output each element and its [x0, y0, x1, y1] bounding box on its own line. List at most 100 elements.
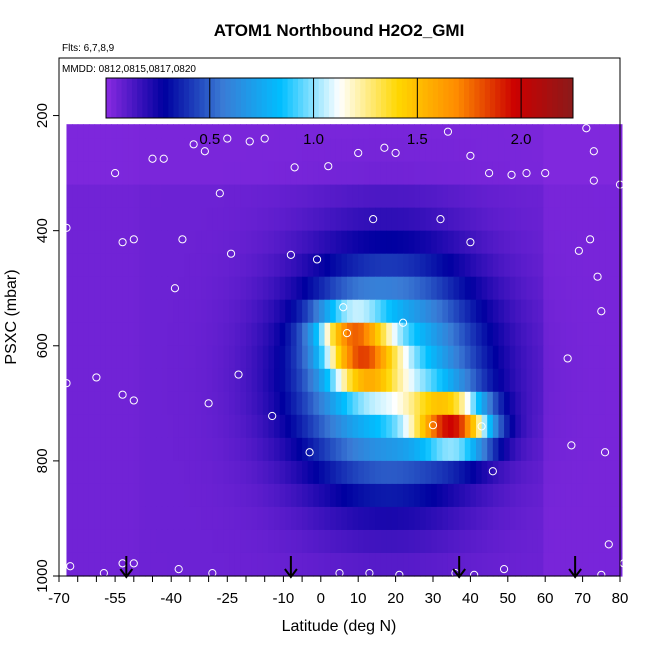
- heatmap-cell: [576, 437, 584, 462]
- heatmap-cell: [296, 506, 303, 531]
- heatmap-cell: [481, 299, 488, 324]
- heatmap-cell: [223, 437, 230, 462]
- heatmap-cell: [599, 345, 606, 370]
- heatmap-cell: [487, 552, 494, 577]
- heatmap-cell: [330, 184, 337, 209]
- heatmap-cell: [403, 253, 410, 278]
- heatmap-cell: [498, 276, 505, 301]
- heatmap-cell: [582, 299, 589, 324]
- sample-marker: [290, 163, 299, 172]
- heatmap-cell: [403, 391, 410, 416]
- heatmap-cell: [425, 552, 432, 577]
- heatmap-cell: [408, 322, 415, 347]
- heatmap-cell: [122, 391, 129, 416]
- heatmap-cell: [324, 506, 331, 531]
- heatmap-cell: [268, 322, 275, 347]
- heatmap-cell: [246, 322, 253, 347]
- heatmap-cell: [195, 483, 202, 508]
- heatmap-cell: [223, 460, 230, 485]
- heatmap-cell: [476, 391, 483, 416]
- heatmap-cell: [504, 552, 511, 577]
- sample-marker: [395, 570, 404, 579]
- heatmap-cell: [285, 184, 292, 209]
- heatmap-cell: [313, 299, 320, 324]
- heatmap-cell: [565, 368, 572, 393]
- colorbar-swatch: [209, 78, 216, 118]
- colorbar-swatch: [318, 78, 325, 118]
- heatmap-cell: [184, 299, 191, 324]
- heatmap-cell: [184, 322, 191, 347]
- heatmap-cell: [436, 345, 443, 370]
- heatmap-cell: [492, 506, 500, 531]
- heatmap-cell: [178, 437, 185, 462]
- heatmap-cell: [504, 161, 511, 186]
- heatmap-cell: [358, 437, 365, 462]
- heatmap-cell: [72, 437, 79, 462]
- heatmap-cell: [206, 437, 213, 462]
- chart-title: ATOM1 Northbound H2O2_GMI: [214, 21, 465, 40]
- heatmap-cell: [167, 138, 174, 163]
- colorbar-swatch: [344, 78, 351, 118]
- heatmap-cell: [206, 506, 213, 531]
- heatmap-cell: [139, 138, 146, 163]
- heatmap-cell: [88, 207, 96, 232]
- heatmap-cell: [167, 253, 174, 278]
- heatmap-cell: [133, 207, 141, 232]
- heatmap-cell: [532, 230, 539, 255]
- heatmap-cell: [77, 506, 84, 531]
- heatmap-cell: [246, 460, 253, 485]
- sample-marker: [443, 127, 453, 136]
- heatmap-cell: [105, 124, 112, 140]
- colorbar-swatch: [391, 78, 398, 118]
- heatmap-cell: [599, 391, 606, 416]
- heatmap-cell: [588, 529, 595, 554]
- heatmap-cell: [234, 460, 241, 485]
- heatmap-cell: [72, 345, 79, 370]
- heatmap-cell: [464, 322, 471, 347]
- heatmap-cell: [375, 322, 382, 347]
- colorbar-swatch: [334, 78, 340, 118]
- heatmap-cell: [296, 414, 303, 439]
- colorbar-swatch: [360, 78, 366, 118]
- heatmap-cell: [414, 276, 421, 301]
- heatmap-cell: [481, 483, 488, 508]
- heatmap-cell: [459, 253, 466, 278]
- heatmap-cell: [532, 138, 539, 163]
- heatmap-cell: [599, 529, 606, 554]
- heatmap-cell: [330, 552, 337, 577]
- heatmap-cell: [509, 253, 516, 278]
- heatmap-cell: [453, 368, 460, 393]
- heatmap-cell: [217, 299, 225, 324]
- heatmap-cell: [605, 483, 612, 508]
- heatmap-cell: [560, 414, 567, 439]
- heatmap-cell: [156, 161, 163, 186]
- heatmap-cell: [223, 161, 230, 186]
- colorbar-swatch: [443, 78, 449, 118]
- heatmap-cell: [246, 345, 253, 370]
- heatmap-cell: [459, 483, 466, 508]
- heatmap-cell: [100, 368, 107, 393]
- heatmap-cell: [487, 483, 494, 508]
- heatmap-cell: [161, 529, 169, 554]
- heatmap-cell: [178, 368, 185, 393]
- heatmap-cell: [476, 138, 483, 163]
- heatmap-cell: [139, 322, 146, 347]
- heatmap-cell: [560, 124, 567, 140]
- heatmap-cell: [318, 552, 326, 577]
- heatmap-cell: [167, 414, 174, 439]
- heatmap-cell: [386, 322, 393, 347]
- heatmap-cell: [492, 230, 500, 255]
- heatmap-cell: [156, 299, 163, 324]
- heatmap-cell: [560, 253, 567, 278]
- heatmap-cell: [363, 552, 371, 577]
- heatmap-cell: [161, 299, 169, 324]
- heatmap-cell: [431, 506, 438, 531]
- heatmap-cell: [492, 552, 500, 577]
- heatmap-cell: [375, 483, 382, 508]
- heatmap-cell: [88, 506, 96, 531]
- heatmap-cell: [543, 345, 550, 370]
- heatmap-cell: [459, 184, 466, 209]
- heatmap-cell: [201, 506, 208, 531]
- heatmap-cell: [464, 460, 471, 485]
- heatmap-cell: [330, 460, 337, 485]
